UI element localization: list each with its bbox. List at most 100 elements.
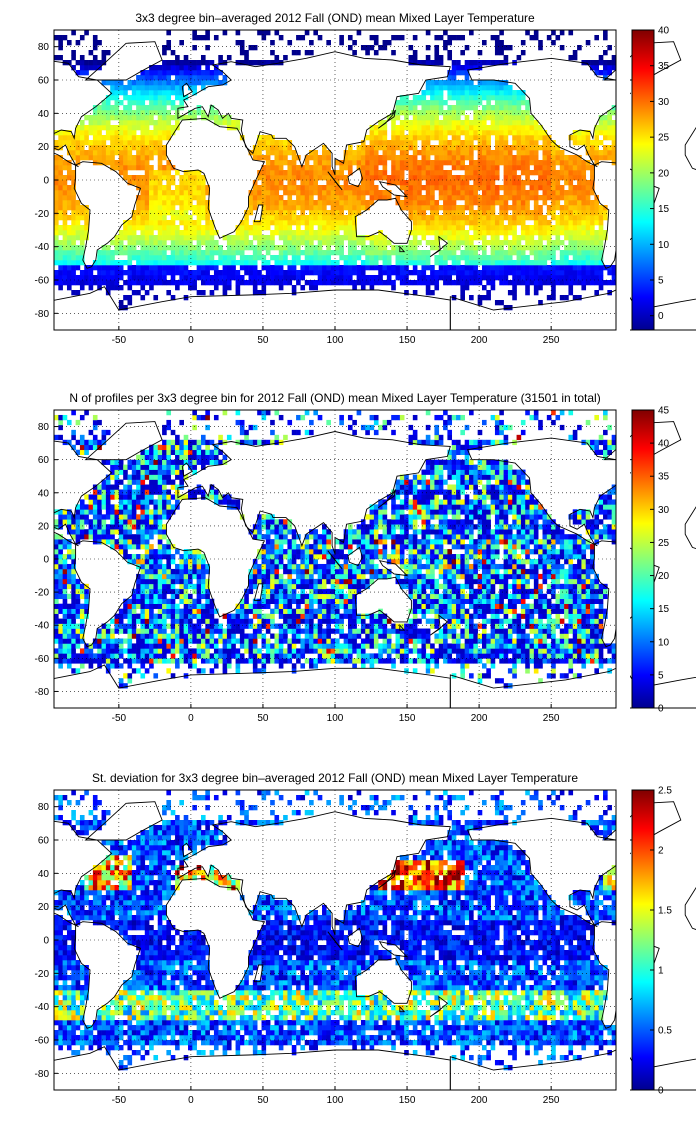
- bin-cell: [594, 205, 599, 211]
- bin-cell: [58, 514, 63, 520]
- bin-cell: [127, 240, 133, 246]
- bin-cell: [136, 578, 141, 585]
- bin-cell: [92, 514, 98, 520]
- bin-cell: [118, 300, 124, 306]
- bin-cell: [542, 165, 548, 171]
- bin-cell: [287, 235, 293, 241]
- bin-cell: [105, 250, 111, 256]
- bin-cell: [127, 115, 133, 121]
- bin-cell: [378, 245, 383, 251]
- bin-cell: [494, 190, 500, 196]
- bin-cell: [464, 235, 470, 241]
- colorbar-tick-label: 0: [658, 311, 664, 322]
- bin-cell: [149, 135, 154, 141]
- bin-cell: [365, 135, 370, 141]
- bin-cell: [66, 439, 72, 446]
- bin-cell: [503, 55, 509, 61]
- bin-cell: [114, 125, 120, 131]
- bin-cell: [559, 225, 565, 231]
- bin-cell: [114, 544, 120, 550]
- bin-cell: [75, 583, 81, 590]
- bin-cell: [131, 230, 137, 236]
- bin-cell: [309, 200, 314, 206]
- bin-cell: [114, 105, 120, 111]
- bin-cell: [110, 484, 115, 490]
- bin-cell: [434, 220, 440, 226]
- bin-cell: [473, 120, 478, 126]
- bin-cell: [499, 220, 504, 226]
- bin-cell: [270, 275, 275, 281]
- bin-cell: [157, 588, 163, 595]
- bin-cell: [546, 280, 552, 286]
- bin-cell: [395, 165, 401, 171]
- bin-cell: [296, 50, 301, 56]
- bin-cell: [153, 613, 159, 619]
- bin-cell: [114, 110, 120, 116]
- bin-cell: [507, 230, 513, 236]
- colorbar-tick-label: 30: [658, 97, 670, 108]
- bin-cell: [477, 295, 483, 301]
- bin-cell: [494, 220, 500, 226]
- bin-cell: [347, 165, 353, 171]
- bin-cell: [546, 35, 552, 41]
- bin-cell: [300, 235, 306, 241]
- bin-cell: [494, 90, 500, 96]
- bin-cell: [330, 230, 336, 236]
- bin-cell: [84, 215, 89, 221]
- bin-cell: [395, 170, 401, 176]
- map-panel-1: 3x3 degree bin–averaged 2012 Fall (OND) …: [0, 11, 696, 346]
- bin-cell: [291, 240, 297, 246]
- bin-cell: [179, 653, 184, 659]
- bin-cell: [265, 235, 271, 241]
- bin-cell: [62, 613, 68, 619]
- bin-cell: [438, 170, 444, 176]
- bin-cell: [607, 120, 612, 126]
- bin-cell: [486, 220, 491, 226]
- bin-cell: [153, 135, 159, 141]
- bin-cell: [235, 240, 241, 246]
- bin-cell: [54, 414, 59, 421]
- bin-cell: [555, 240, 561, 246]
- bin-cell: [209, 250, 215, 256]
- bin-cell: [525, 165, 530, 171]
- bin-cell: [136, 260, 141, 266]
- bin-cell: [179, 275, 184, 281]
- bin-cell: [417, 215, 422, 221]
- bin-cell: [179, 85, 184, 91]
- bin-cell: [114, 80, 120, 86]
- bin-cell: [395, 105, 401, 111]
- bin-cell: [62, 643, 68, 649]
- bin-cell: [136, 529, 141, 535]
- bin-cell: [412, 50, 418, 56]
- bin-cell: [54, 638, 59, 644]
- bin-cell: [477, 175, 483, 181]
- bin-cell: [79, 270, 85, 276]
- bin-cell: [101, 120, 107, 126]
- bin-cell: [170, 554, 176, 560]
- bin-cell: [304, 245, 310, 251]
- bin-cell: [66, 608, 72, 614]
- bin-cell: [54, 255, 59, 261]
- bin-cell: [153, 75, 159, 81]
- bin-cell: [270, 150, 275, 156]
- bin-cell: [533, 120, 539, 126]
- bin-cell: [157, 658, 163, 664]
- bin-cell: [118, 678, 124, 684]
- bin-cell: [360, 270, 366, 276]
- bin-cell: [75, 638, 81, 644]
- bin-cell: [118, 100, 124, 106]
- bin-cell: [356, 150, 362, 156]
- bin-cell: [153, 628, 159, 634]
- bin-cell: [577, 155, 582, 161]
- bin-cell: [529, 135, 535, 141]
- bin-cell: [447, 130, 453, 136]
- bin-cell: [395, 140, 401, 146]
- bin-cell: [369, 180, 375, 186]
- bin-cell: [105, 643, 111, 649]
- bin-cell: [166, 195, 172, 201]
- bin-cell: [456, 135, 461, 141]
- bin-cell: [170, 275, 176, 281]
- bin-cell: [75, 524, 81, 530]
- bin-cell: [175, 459, 180, 465]
- bin-cell: [144, 484, 150, 490]
